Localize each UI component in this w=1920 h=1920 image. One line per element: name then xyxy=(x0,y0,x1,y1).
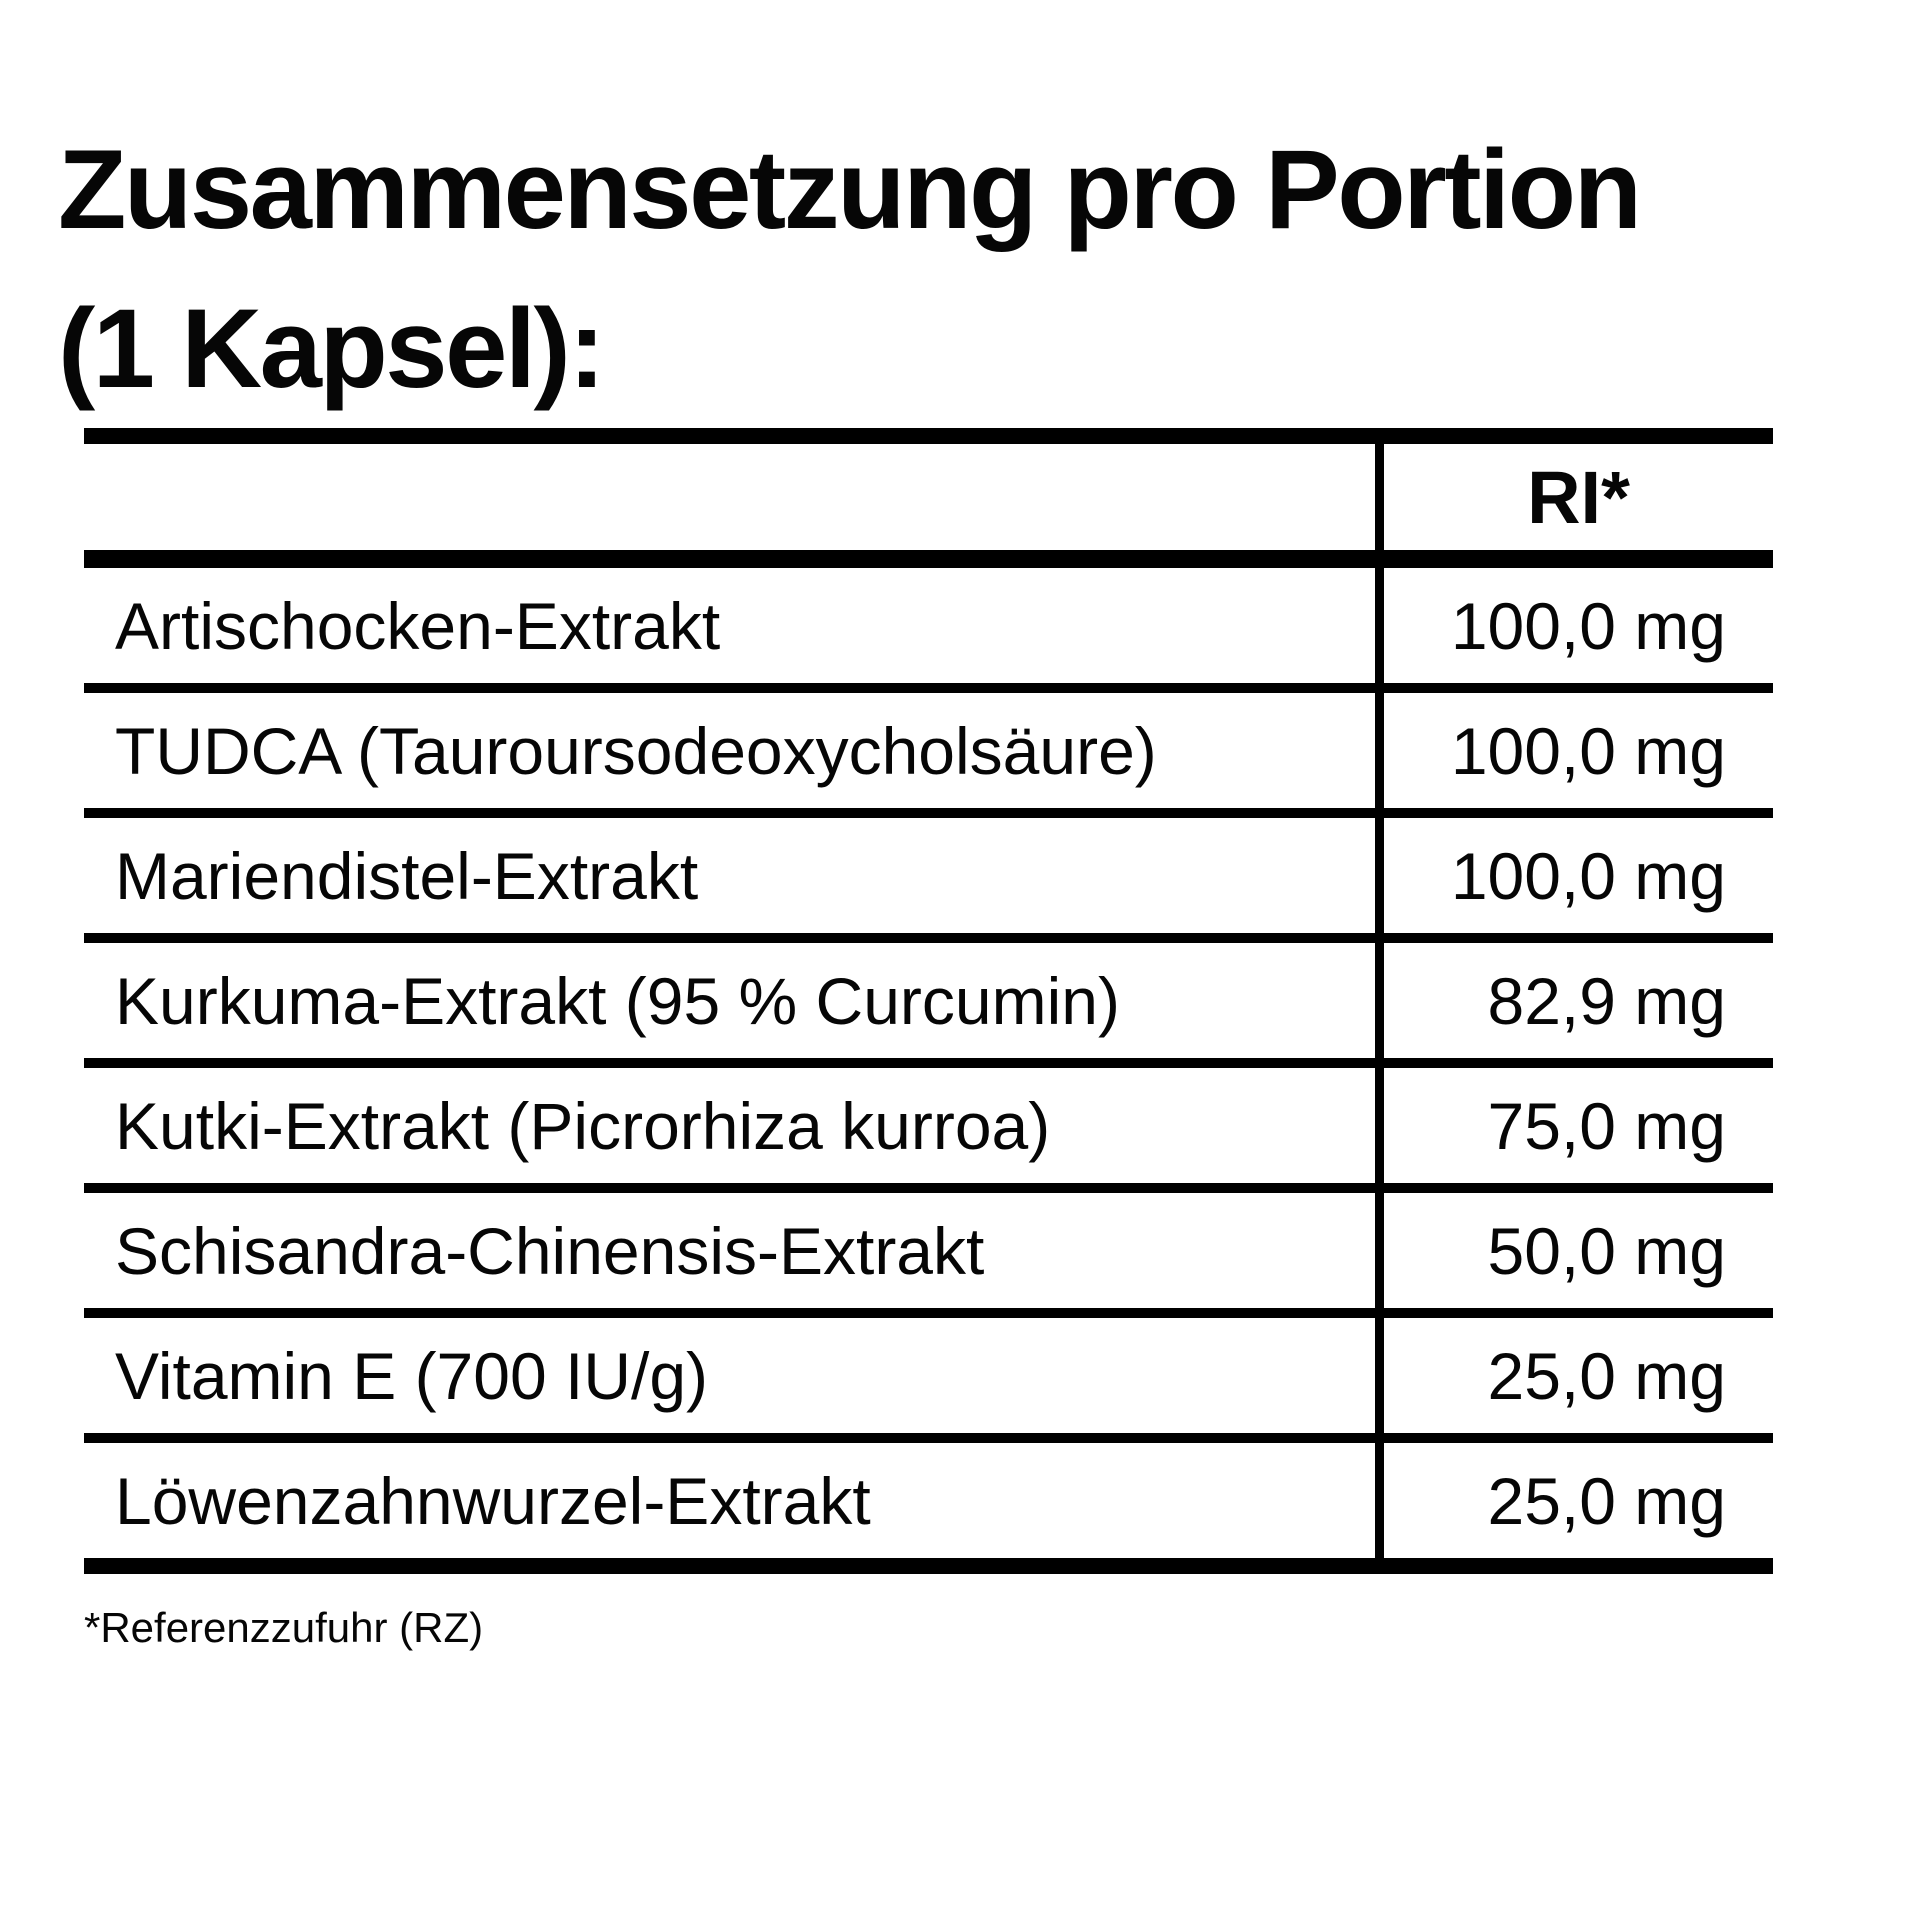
page-title-line2: (1 Kapsel): xyxy=(58,286,606,411)
footnote: *Referenzzufuhr (RZ) xyxy=(84,1604,484,1651)
table-row: Vitamin E (700 IU/g) 25,0 mg xyxy=(84,1318,1773,1443)
ingredient-amount: 75,0 mg xyxy=(1375,1068,1773,1183)
table-row: Schisandra-Chinensis-Extrakt 50,0 mg xyxy=(84,1193,1773,1318)
ingredient-name: Vitamin E (700 IU/g) xyxy=(115,1338,709,1413)
header-amount-cell: RI* xyxy=(1375,444,1773,550)
ingredient-name: Schisandra-Chinensis-Extrakt xyxy=(115,1213,985,1288)
ingredient-amount: 100,0 mg xyxy=(1375,568,1773,683)
table-row: Mariendistel-Extrakt 100,0 mg xyxy=(84,818,1773,943)
ingredient-name: Kutki-Extrakt (Picrorhiza kurroa) xyxy=(115,1088,1051,1163)
table-row: TUDCA (Tauroursodeoxycholsäure) 100,0 mg xyxy=(84,693,1773,818)
ingredient-amount: 100,0 mg xyxy=(1375,693,1773,808)
ingredient-amount: 100,0 mg xyxy=(1375,818,1773,933)
table-row: Artischocken-Extrakt 100,0 mg xyxy=(84,568,1773,693)
table-row: Kutki-Extrakt (Picrorhiza kurroa) 75,0 m… xyxy=(84,1068,1773,1193)
composition-table: RI* Artischocken-Extrakt 100,0 mg TUDCA … xyxy=(84,428,1773,1574)
table-row: Löwenzahnwurzel-Extrakt 25,0 mg xyxy=(84,1443,1773,1558)
ingredient-name: Mariendistel-Extrakt xyxy=(115,838,699,913)
ingredient-amount: 25,0 mg xyxy=(1375,1318,1773,1433)
ingredient-amount: 82,9 mg xyxy=(1375,943,1773,1058)
ingredient-name: Kurkuma-Extrakt (95 % Curcumin) xyxy=(115,963,1120,1038)
ingredient-name: Löwenzahnwurzel-Extrakt xyxy=(115,1463,871,1538)
table-header-row: RI* xyxy=(84,444,1773,568)
ingredient-name: TUDCA (Tauroursodeoxycholsäure) xyxy=(115,713,1157,788)
header-ingredient-cell xyxy=(84,444,1375,550)
table-row: Kurkuma-Extrakt (95 % Curcumin) 82,9 mg xyxy=(84,943,1773,1068)
ingredient-amount: 50,0 mg xyxy=(1375,1193,1773,1308)
ingredient-name: Artischocken-Extrakt xyxy=(115,588,721,663)
page-title-line1: Zusammensetzung pro Portion xyxy=(58,127,1642,252)
page-title: Zusammensetzung pro Portion (1 Kapsel): xyxy=(58,110,1642,428)
ingredient-amount: 25,0 mg xyxy=(1375,1443,1773,1558)
